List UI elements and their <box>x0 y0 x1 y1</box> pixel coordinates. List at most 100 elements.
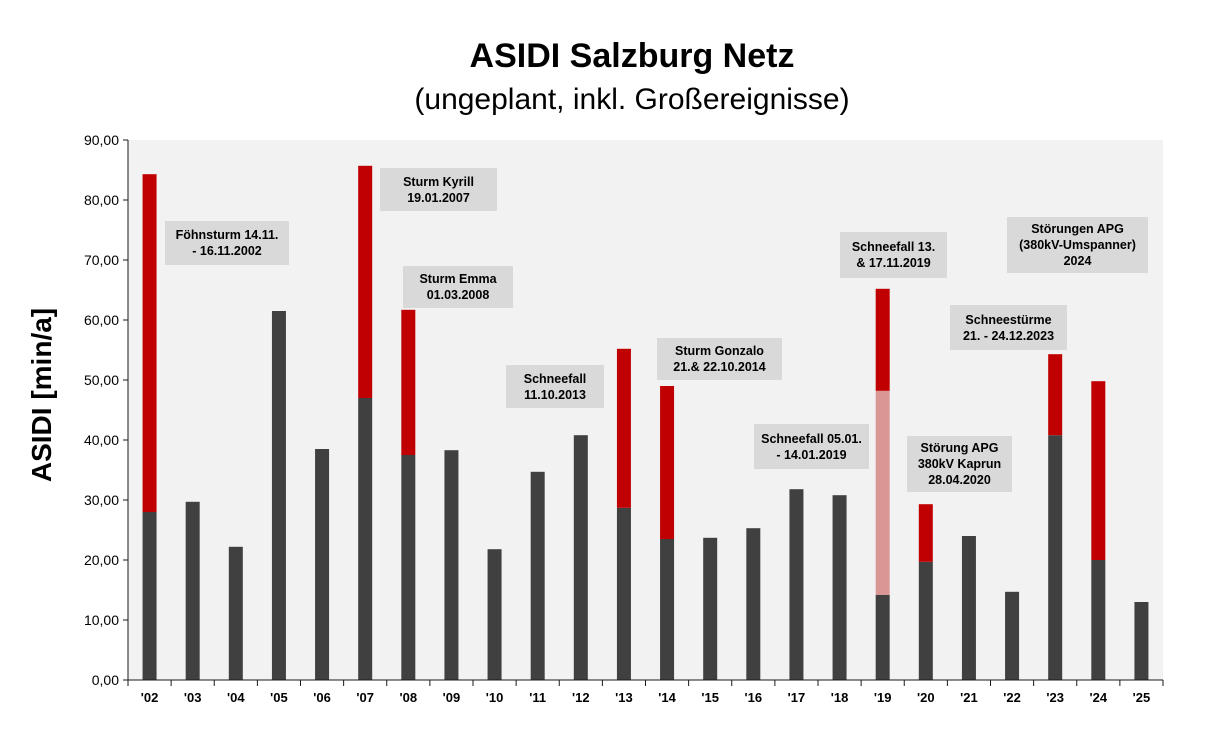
annotation-line: Föhnsturm 14.11. <box>175 228 279 242</box>
annotation-line: (380kV-Umspanner) <box>1019 238 1136 252</box>
bar-segment <box>616 507 631 680</box>
annotation-schneefall-2013: Schneefall 11.10.2013 <box>506 365 604 408</box>
annotation-line: 21. - 24.12.2023 <box>962 328 1055 343</box>
x-tick-label: '16 <box>745 690 763 705</box>
bar-segment <box>401 455 416 680</box>
x-tick-label: '21 <box>960 690 978 705</box>
x-tick-label: '02 <box>141 690 159 705</box>
y-axis-label: ASIDI [min/a] <box>26 307 57 483</box>
annotation-line: 28.04.2020 <box>928 473 991 487</box>
bar-segment <box>918 504 933 562</box>
x-tick-label: '14 <box>658 690 676 705</box>
bar-segment <box>271 311 286 680</box>
bar-segment <box>875 390 890 595</box>
bar-segment <box>660 386 675 539</box>
bar-segment <box>1091 560 1106 680</box>
annotation-line: - 16.11.2002 <box>192 244 262 258</box>
annotation-line: - 14.01.2019 <box>776 447 847 462</box>
annotation-line: Sturm Emma <box>419 272 497 286</box>
annotation-line: Störung APG <box>920 441 999 455</box>
x-tick-label: '17 <box>788 690 806 705</box>
annotation-line: Schneestürme <box>965 312 1052 327</box>
x-tick-label: '03 <box>184 690 202 705</box>
y-tick-label: 0,00 <box>92 672 119 688</box>
chart-title: ASIDI Salzburg Netz <box>469 37 795 75</box>
x-tick-label: '05 <box>270 690 288 705</box>
annotation-foehnsturm-2002: Föhnsturm 14.11. - 16.11.2002 <box>165 221 289 265</box>
bar-segment <box>401 309 416 455</box>
annotation-line: 380kV Kaprun <box>917 457 1002 471</box>
annotation-line: Sturm Kyrill <box>403 174 474 189</box>
bar-segment <box>703 537 718 680</box>
bar-segment <box>961 536 976 680</box>
bar-segment <box>358 165 373 398</box>
x-tick-label: '25 <box>1133 690 1151 705</box>
bar-segment <box>875 594 890 680</box>
x-tick-label: '13 <box>615 690 633 705</box>
x-tick-label: '06 <box>313 690 331 705</box>
x-tick-label: '04 <box>227 690 245 705</box>
bar-segment <box>918 561 933 680</box>
annotation-sturm-gonzalo-2014: Sturm Gonzalo 21.& 22.10.2014 <box>657 338 782 380</box>
chart-subtitle: (ungeplant, inkl. Großereignisse) <box>414 83 850 116</box>
x-tick-label: '15 <box>701 690 719 705</box>
x-tick-label: '22 <box>1003 690 1021 705</box>
bar-segment <box>573 435 588 680</box>
y-tick-label: 90,00 <box>84 132 119 148</box>
bar-segment <box>789 489 804 680</box>
annotation-line: Schneefall <box>523 371 587 386</box>
x-tick-label: '08 <box>400 690 418 705</box>
y-tick-label: 30,00 <box>84 492 119 508</box>
bar-segment <box>616 348 631 508</box>
x-tick-label: '23 <box>1046 690 1064 705</box>
annotation-schneestuerme-2023: Schneestürme 21. - 24.12.2023 <box>950 305 1067 350</box>
annotation-stoerung-apg-2020: Störung APG 380kV Kaprun 28.04.2020 <box>907 436 1012 492</box>
bar-segment <box>1005 591 1020 680</box>
annotation-sturm-kyrill-2007: Sturm Kyrill 19.01.2007 <box>380 168 497 211</box>
y-tick-label: 50,00 <box>84 372 119 388</box>
y-tick-label: 40,00 <box>84 432 119 448</box>
bar-segment <box>315 449 330 680</box>
annotation-line: 01.03.2008 <box>426 288 490 302</box>
annotation-line: 21.& 22.10.2014 <box>673 360 766 374</box>
x-tick-label: '07 <box>356 690 374 705</box>
bar-segment <box>185 501 200 680</box>
bar-segment <box>1048 435 1063 680</box>
x-tick-label: '24 <box>1090 690 1108 705</box>
annotation-line: Schneefall 13. <box>851 240 936 254</box>
x-tick-label: '20 <box>917 690 935 705</box>
annotation-line: 2024 <box>1063 254 1092 268</box>
annotation-line: Störungen APG <box>1031 222 1124 236</box>
bar-segment <box>487 549 502 680</box>
annotation-sturm-emma-2008: Sturm Emma 01.03.2008 <box>403 266 513 308</box>
bar-segment <box>142 174 157 512</box>
bar-segment <box>660 539 675 680</box>
bar-segment <box>358 398 373 680</box>
annotation-stoerungen-apg-2024: Störungen APG (380kV-Umspanner) 2024 <box>1007 217 1148 273</box>
plot-area <box>128 140 1163 680</box>
x-tick-label: '18 <box>831 690 849 705</box>
bar-segment <box>142 512 157 680</box>
annotation-line: Schneefall 05.01. <box>761 431 862 446</box>
bar-segment <box>832 495 847 680</box>
annotation-line: & 17.11.2019 <box>856 256 931 270</box>
bar-segment <box>1091 381 1106 560</box>
bar-segment <box>875 288 890 391</box>
annotation-schneefall-jan-2019: Schneefall 05.01. - 14.01.2019 <box>754 424 869 469</box>
bar-segment <box>746 528 761 680</box>
bar-segment <box>1048 354 1063 436</box>
annotation-line: 19.01.2007 <box>407 190 470 205</box>
x-tick-label: '11 <box>529 690 546 705</box>
y-tick-label: 80,00 <box>84 192 119 208</box>
x-tick-label: '12 <box>572 690 590 705</box>
x-tick-label: '10 <box>486 690 504 705</box>
x-tick-label: '09 <box>443 690 461 705</box>
annotation-line: 11.10.2013 <box>524 387 586 402</box>
annotation-line: Sturm Gonzalo <box>675 344 764 358</box>
y-tick-label: 60,00 <box>84 312 119 328</box>
bar-segment <box>228 546 243 680</box>
annotation-schneefall-nov-2019: Schneefall 13. & 17.11.2019 <box>840 232 947 278</box>
y-tick-label: 70,00 <box>84 252 119 268</box>
x-tick-label: '19 <box>874 690 892 705</box>
